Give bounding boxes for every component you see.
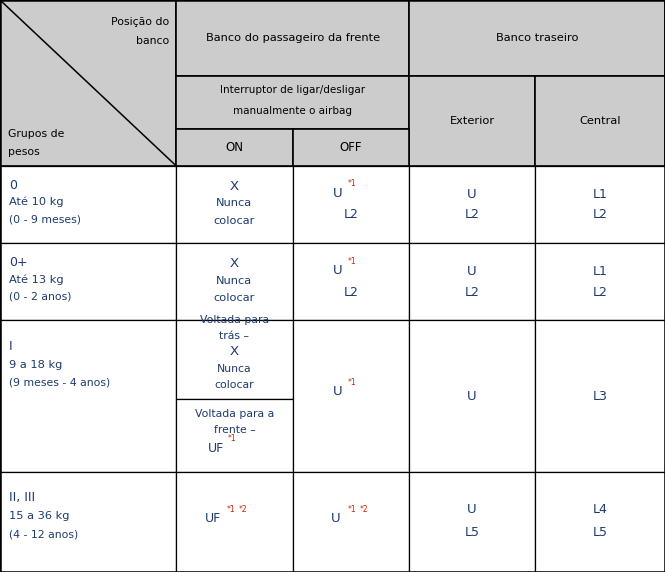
Text: L1: L1 <box>593 188 608 201</box>
Bar <box>0 243 176 320</box>
Text: manualmente o airbag: manualmente o airbag <box>233 106 352 116</box>
Text: UF: UF <box>207 442 224 455</box>
Text: Nunca: Nunca <box>216 198 253 208</box>
Text: X: X <box>230 257 239 270</box>
Bar <box>176 129 293 166</box>
Text: Nunca: Nunca <box>217 364 252 374</box>
Text: *2: *2 <box>239 505 247 514</box>
Bar <box>409 166 535 243</box>
Text: X: X <box>230 345 239 358</box>
Text: L4: L4 <box>593 503 608 516</box>
Text: colocar: colocar <box>213 293 255 303</box>
Bar <box>409 243 535 320</box>
Bar <box>0 0 176 166</box>
Text: colocar: colocar <box>215 380 254 390</box>
Text: pesos: pesos <box>8 146 40 157</box>
Bar <box>0 166 176 243</box>
Text: U: U <box>467 390 477 403</box>
Text: (0 - 2 anos): (0 - 2 anos) <box>9 292 71 301</box>
Text: U: U <box>331 512 341 525</box>
Bar <box>293 166 409 243</box>
Text: I: I <box>9 340 12 352</box>
Bar <box>535 472 665 572</box>
Text: *1: *1 <box>347 505 356 514</box>
Bar <box>293 129 409 166</box>
Text: trás –: trás – <box>219 331 249 341</box>
Bar <box>409 76 535 166</box>
Text: L2: L2 <box>593 208 608 221</box>
Text: Posição do: Posição do <box>111 17 170 27</box>
Text: Banco do passageiro da frente: Banco do passageiro da frente <box>205 33 380 43</box>
Bar <box>176 243 293 320</box>
Text: U: U <box>467 503 477 516</box>
Bar <box>535 243 665 320</box>
Text: Até 13 kg: Até 13 kg <box>9 274 63 285</box>
Text: 15 a 36 kg: 15 a 36 kg <box>9 511 69 521</box>
Bar <box>176 0 409 76</box>
Text: Até 10 kg: Até 10 kg <box>9 197 63 208</box>
Text: ON: ON <box>225 141 243 154</box>
Bar <box>176 320 293 399</box>
Text: U: U <box>467 188 477 201</box>
Bar <box>293 472 409 572</box>
Text: Voltada para a: Voltada para a <box>195 409 274 419</box>
Text: OFF: OFF <box>340 141 362 154</box>
Text: L2: L2 <box>593 285 608 299</box>
Text: (9 meses - 4 anos): (9 meses - 4 anos) <box>9 377 110 387</box>
Text: L2: L2 <box>343 285 358 299</box>
Text: Grupos de: Grupos de <box>8 129 65 140</box>
Bar <box>293 320 409 472</box>
Bar <box>535 166 665 243</box>
Text: banco: banco <box>136 36 170 46</box>
Bar <box>176 472 293 572</box>
Text: Central: Central <box>579 116 621 126</box>
Text: *1: *1 <box>347 257 356 265</box>
Text: U: U <box>332 186 342 200</box>
Bar <box>535 320 665 472</box>
Text: U: U <box>332 264 342 277</box>
Text: *1: *1 <box>227 435 236 443</box>
Bar <box>0 472 176 572</box>
Text: II, III: II, III <box>9 491 35 505</box>
Bar <box>293 243 409 320</box>
Text: *1: *1 <box>226 505 235 514</box>
Text: U: U <box>467 265 477 278</box>
Text: L5: L5 <box>465 526 479 539</box>
Text: *1: *1 <box>347 378 356 387</box>
Bar <box>535 76 665 166</box>
Text: (4 - 12 anos): (4 - 12 anos) <box>9 530 78 539</box>
Text: Interruptor de ligar/desligar: Interruptor de ligar/desligar <box>220 85 365 94</box>
Text: Exterior: Exterior <box>450 116 495 126</box>
Text: 0+: 0+ <box>9 256 27 269</box>
Bar <box>0 320 176 472</box>
Text: *1: *1 <box>347 180 356 188</box>
Text: colocar: colocar <box>213 216 255 225</box>
Text: UF: UF <box>205 512 221 525</box>
Text: *2: *2 <box>360 505 368 514</box>
Text: U: U <box>332 385 342 398</box>
Text: L2: L2 <box>465 285 479 299</box>
Text: Voltada para: Voltada para <box>200 315 269 325</box>
Bar <box>409 320 535 472</box>
Text: L2: L2 <box>343 208 358 221</box>
Bar <box>176 166 293 243</box>
Text: (0 - 9 meses): (0 - 9 meses) <box>9 214 80 224</box>
Text: frente –: frente – <box>213 425 255 435</box>
Text: X: X <box>230 180 239 193</box>
Bar <box>409 0 665 76</box>
Bar <box>409 472 535 572</box>
Bar <box>176 76 409 129</box>
Text: 0: 0 <box>9 179 17 192</box>
Text: L2: L2 <box>465 208 479 221</box>
Text: L1: L1 <box>593 265 608 278</box>
Text: 9 a 18 kg: 9 a 18 kg <box>9 360 62 370</box>
Text: Banco traseiro: Banco traseiro <box>495 33 579 43</box>
Text: L3: L3 <box>593 390 608 403</box>
Text: Nunca: Nunca <box>216 276 253 285</box>
Text: L5: L5 <box>593 526 608 539</box>
Bar <box>176 399 293 472</box>
